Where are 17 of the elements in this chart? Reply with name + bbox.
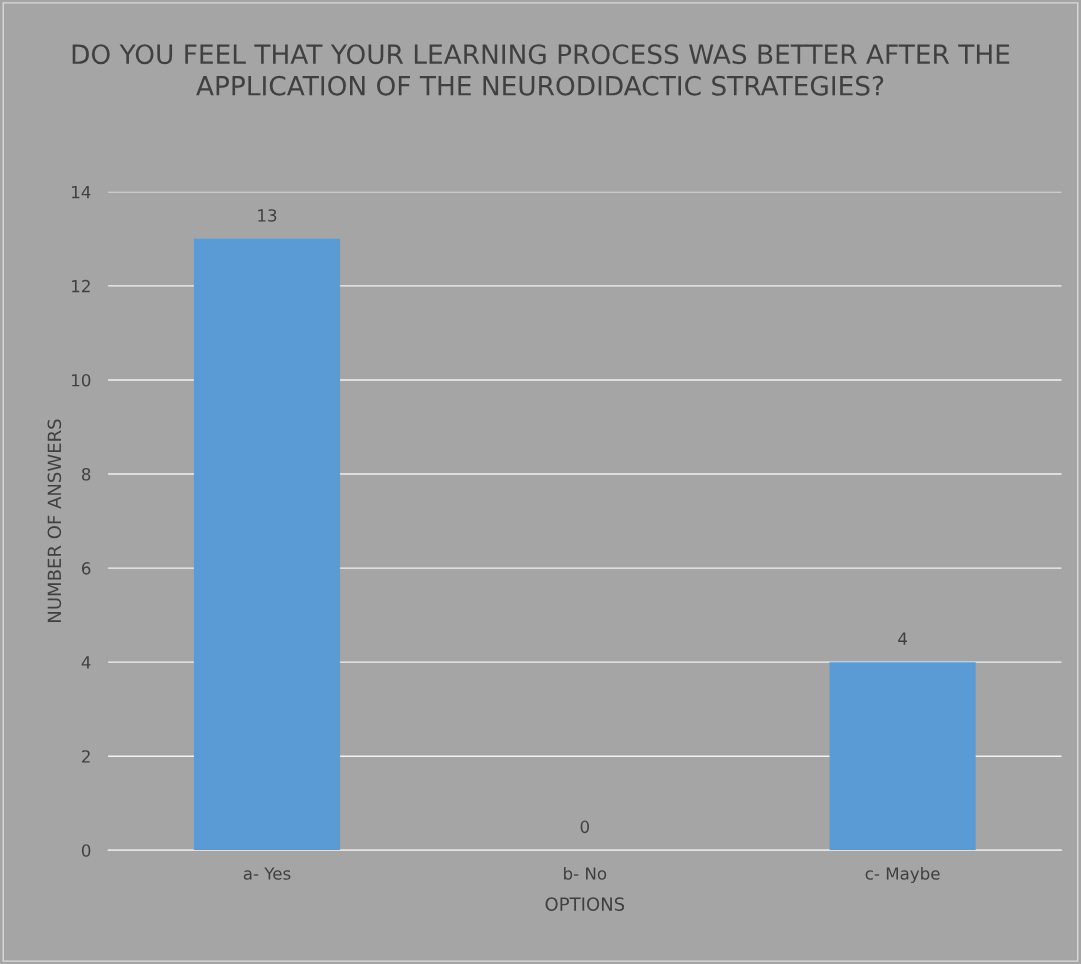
data-label: 4 bbox=[898, 632, 907, 645]
y-axis-title: NUMBER OF ANSWERS bbox=[47, 419, 62, 622]
chart-title: DO YOU FEEL THAT YOUR LEARNING PROCESS WAS BETTER AFTER THE APPLICATION OF THE NEURODIDACTIC STRATEGIES? bbox=[72, 44, 1010, 96]
y-tick-label: 10 bbox=[72, 373, 91, 387]
y-tick-label: 6 bbox=[81, 562, 91, 575]
y-tick-label: 12 bbox=[72, 279, 90, 293]
x-tick-label: c- Maybe bbox=[865, 866, 940, 884]
y-tick-label: 4 bbox=[81, 656, 91, 669]
x-tick-label: a- Yes bbox=[243, 867, 291, 880]
x-tick-label: b- No bbox=[564, 866, 607, 880]
y-tick-label: 0 bbox=[81, 844, 91, 857]
y-tick-label: 14 bbox=[72, 186, 91, 199]
data-label: 0 bbox=[580, 820, 590, 834]
x-axis-title: OPTIONS bbox=[545, 897, 625, 911]
data-label: 13 bbox=[258, 209, 277, 222]
y-tick-label: 2 bbox=[82, 750, 90, 763]
y-tick-label: 8 bbox=[81, 467, 91, 481]
